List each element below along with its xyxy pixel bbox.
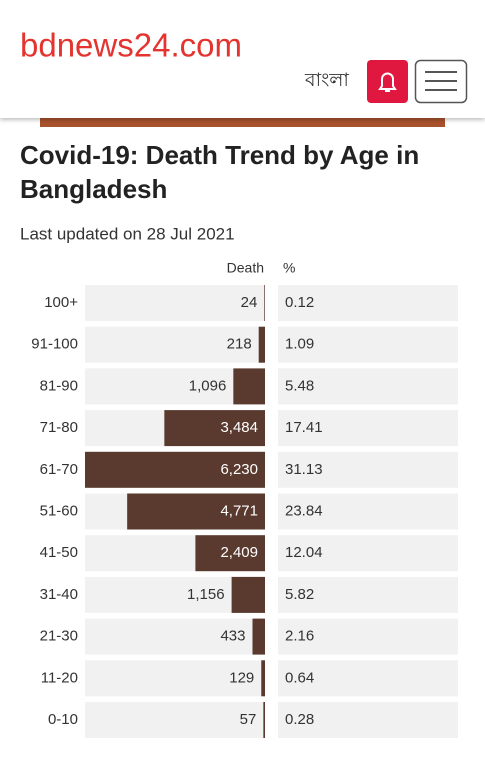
- bar: [233, 368, 265, 405]
- percent-label: 0.28: [285, 711, 314, 728]
- percent-label: 2.16: [285, 628, 314, 645]
- row-bg: [85, 702, 265, 738]
- title-box: Covid-19: Death Trend by Age in Banglade…: [20, 140, 420, 204]
- chart-subtitle: Last updated on 28 Jul 2021: [20, 224, 235, 243]
- value-label: 4,771: [220, 502, 258, 519]
- row-bg: [278, 368, 458, 405]
- language-link[interactable]: বাংলা: [304, 70, 349, 91]
- row-bg: [278, 451, 458, 488]
- column-header: %: [283, 260, 295, 276]
- bar: [85, 451, 265, 488]
- category-label: 41-50: [40, 544, 78, 561]
- percent-label: 31.13: [285, 461, 323, 478]
- bar: [231, 576, 265, 613]
- bar: [263, 702, 265, 738]
- bar: [264, 285, 265, 321]
- bar: [252, 618, 265, 655]
- value-label: 24: [241, 294, 258, 311]
- row-bg: [278, 618, 458, 655]
- value-label: 3,484: [220, 419, 258, 436]
- value-label: 1,156: [187, 586, 225, 603]
- value-label: 129: [229, 669, 254, 686]
- bell-icon: [378, 72, 397, 92]
- value-label: 218: [227, 336, 252, 353]
- percent-label: 5.82: [285, 586, 314, 603]
- category-label: 51-60: [40, 502, 78, 519]
- row-bg: [278, 660, 458, 697]
- percent-label: 0.12: [285, 294, 314, 311]
- row-bg: [278, 535, 458, 572]
- percent-label: 17.41: [285, 419, 323, 436]
- category-label: 31-40: [40, 586, 78, 603]
- menu-button[interactable]: [414, 59, 468, 104]
- row-bg: [85, 660, 265, 697]
- category-label: 21-30: [40, 628, 78, 645]
- value-label: 6,230: [220, 461, 258, 478]
- category-label: 61-70: [40, 461, 78, 478]
- percent-label: 23.84: [285, 502, 323, 519]
- category-label: 11-20: [41, 669, 78, 686]
- category-label: 100+: [44, 294, 78, 311]
- row-bg: [85, 326, 265, 363]
- value-label: 433: [220, 628, 245, 645]
- column-header: Death: [227, 260, 264, 276]
- value-label: 1,096: [189, 377, 227, 394]
- row-bg: [85, 618, 265, 655]
- percent-label: 1.09: [285, 336, 314, 353]
- row-bg: [278, 326, 458, 363]
- percent-label: 0.64: [285, 669, 314, 686]
- row-bg: [278, 702, 458, 738]
- percent-label: 5.48: [285, 377, 314, 394]
- row-bg: [278, 285, 458, 321]
- bar: [164, 410, 265, 447]
- logo[interactable]: bdnews24.com: [20, 27, 242, 64]
- bell-bg: [367, 60, 408, 103]
- percent-label: 12.04: [285, 544, 323, 561]
- bar: [195, 535, 265, 572]
- bar: [258, 326, 265, 363]
- menu-icon: [425, 71, 457, 91]
- value-label: 2,409: [220, 544, 258, 561]
- row-bg: [278, 410, 458, 447]
- category-label: 71-80: [40, 419, 78, 436]
- category-label: 81-90: [40, 377, 78, 394]
- row-bg: [278, 493, 458, 530]
- chart-title: Covid-19: Death Trend by Age in Banglade…: [20, 140, 420, 204]
- bar: [261, 660, 265, 697]
- value-label: 57: [240, 711, 257, 728]
- notification-button[interactable]: [367, 60, 408, 103]
- category-label: 91-100: [31, 336, 78, 353]
- bar: [127, 493, 266, 530]
- row-bg: [278, 576, 458, 613]
- category-label: 0-10: [48, 711, 78, 728]
- row-bg: [85, 285, 265, 321]
